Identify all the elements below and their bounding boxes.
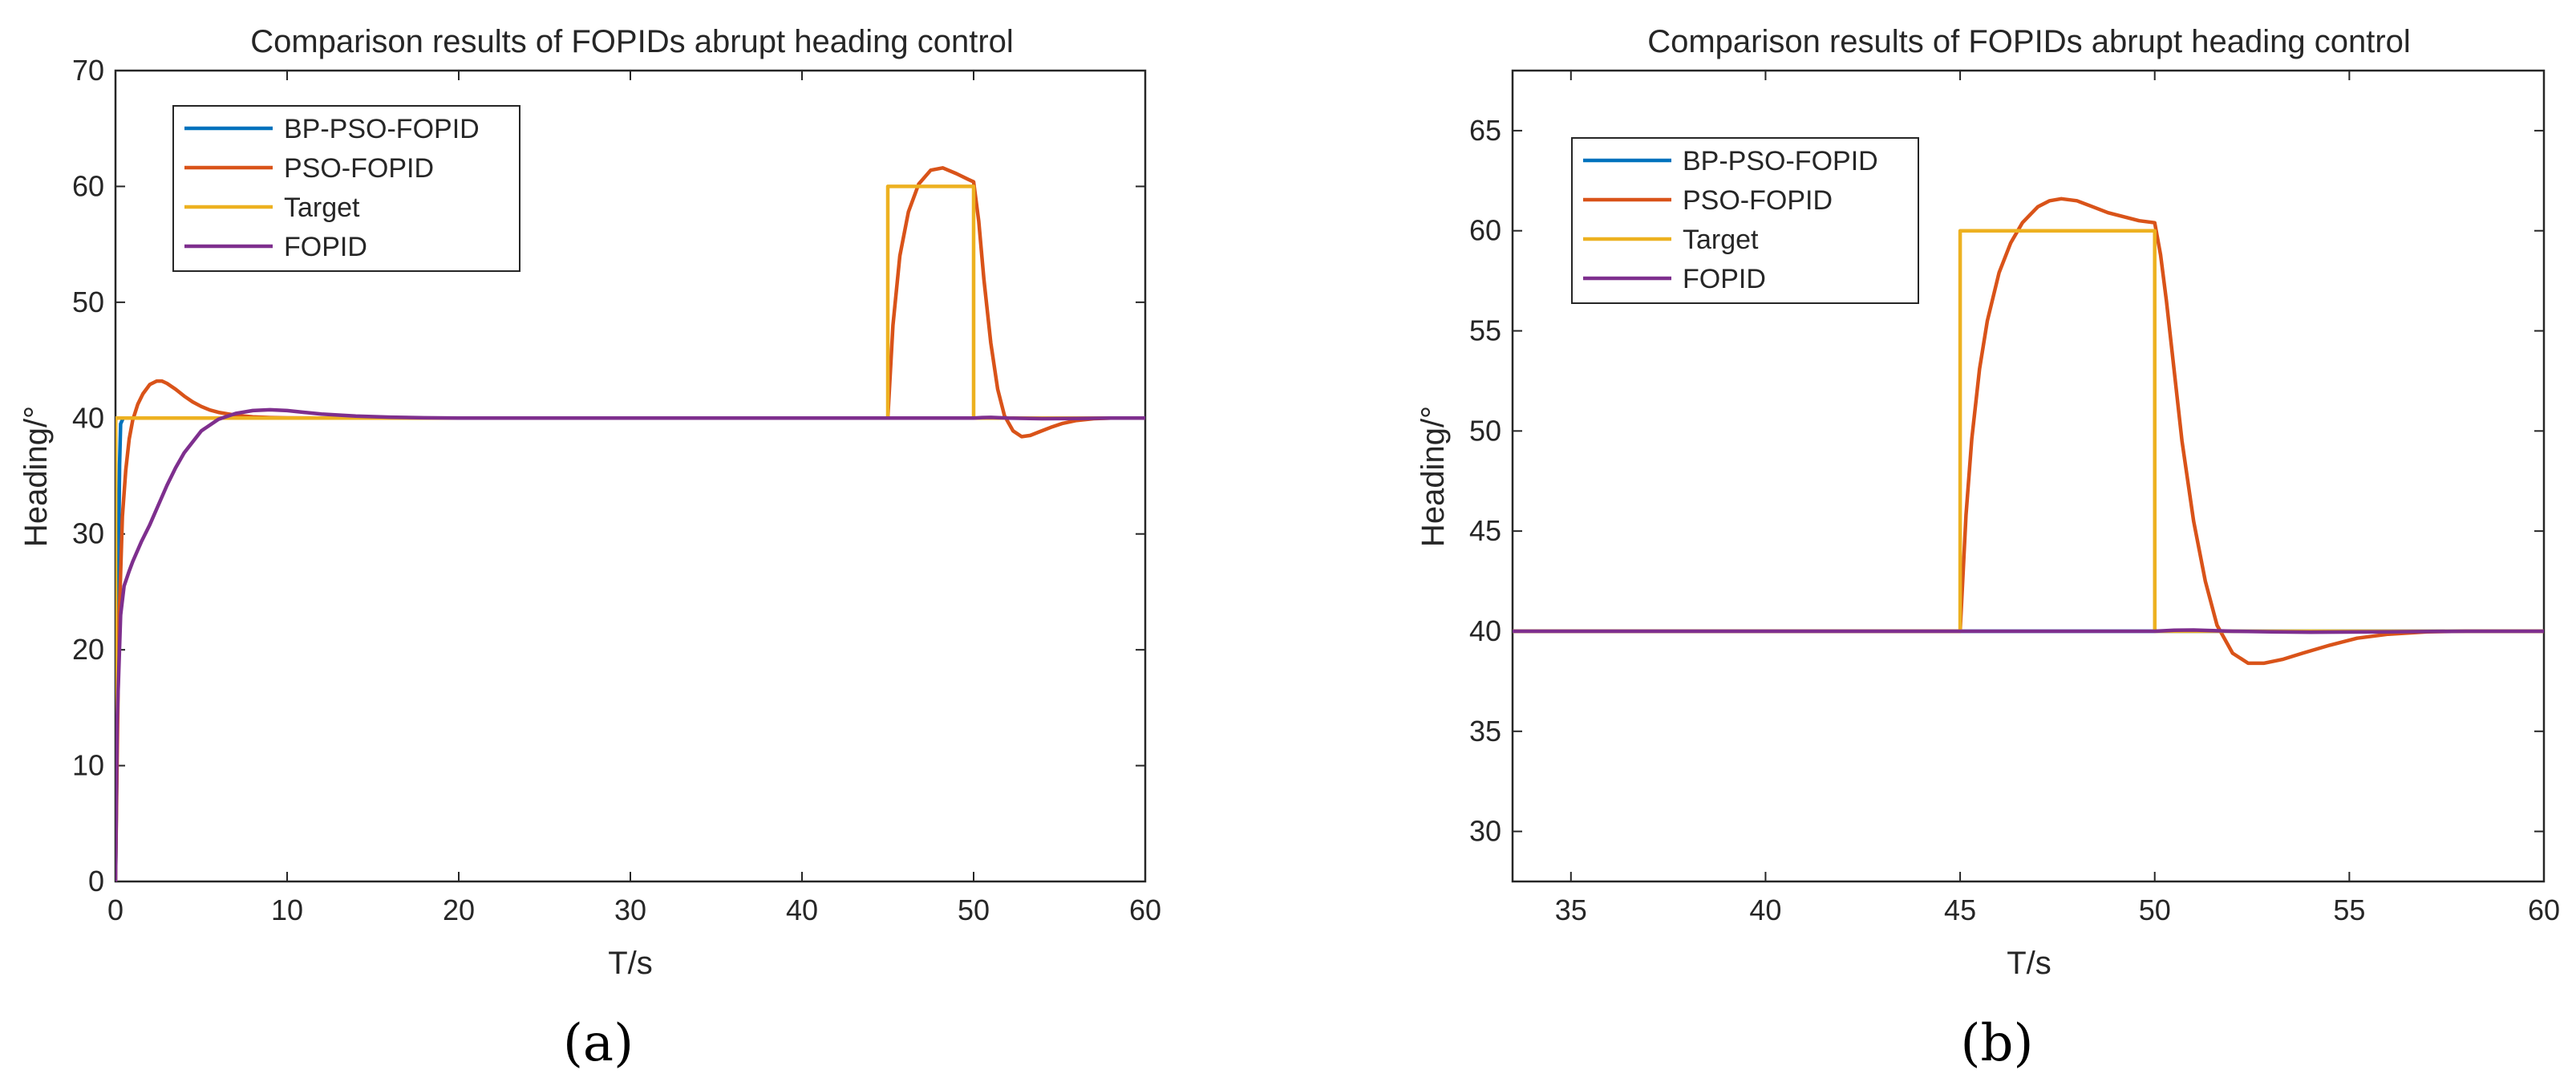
chart-a-ticks: 0 10 20 30 40 50 60 0 10 20 30 40 50 60 70 bbox=[72, 54, 1161, 926]
chart-a-title: Comparison results of FOPIDs abrupt head… bbox=[250, 24, 1014, 59]
chart-a-x-axis-label: T/s bbox=[608, 946, 653, 981]
chart-a-x-tick-label-40: 40 bbox=[786, 894, 818, 926]
chart-panel-a: Comparison results of FOPIDs abrupt head… bbox=[18, 24, 1161, 1073]
chart-a-legend-label-pso-fopid: PSO-FOPID bbox=[284, 153, 434, 184]
chart-a-y-tick-label-50: 50 bbox=[72, 286, 104, 318]
chart-b-y-tick-label-65: 65 bbox=[1469, 114, 1501, 147]
chart-b-y-tick-label-55: 55 bbox=[1469, 314, 1501, 347]
chart-a-x-tick-label-10: 10 bbox=[271, 894, 303, 926]
chart-a-y-tick-label-10: 10 bbox=[72, 749, 104, 782]
chart-a-y-tick-label-30: 30 bbox=[72, 517, 104, 550]
chart-a-legend-label-target: Target bbox=[284, 192, 360, 223]
chart-a-legend-label-bp-pso-fopid: BP-PSO-FOPID bbox=[284, 114, 480, 144]
chart-b-x-tick-label-55: 55 bbox=[2333, 894, 2365, 926]
chart-b-ticks: 35 40 45 50 55 60 30 35 40 45 50 55 60 65 bbox=[1469, 71, 2560, 926]
chart-b-y-tick-label-35: 35 bbox=[1469, 715, 1501, 748]
chart-b-y-tick-label-30: 30 bbox=[1469, 815, 1501, 848]
chart-a-legend-label-fopid: FOPID bbox=[284, 232, 367, 262]
chart-b-x-tick-label-50: 50 bbox=[2139, 894, 2171, 926]
chart-a-y-tick-label-70: 70 bbox=[72, 54, 104, 87]
chart-b-y-tick-label-45: 45 bbox=[1469, 514, 1501, 547]
chart-a-series bbox=[115, 166, 1145, 881]
chart-b-x-tick-label-35: 35 bbox=[1555, 894, 1587, 926]
chart-b-legend-label-bp-pso-fopid: BP-PSO-FOPID bbox=[1683, 146, 1878, 176]
chart-b-legend-label-pso-fopid: PSO-FOPID bbox=[1683, 185, 1833, 216]
chart-b-legend-label-target: Target bbox=[1683, 225, 1759, 255]
chart-a-x-tick-label-30: 30 bbox=[614, 894, 646, 926]
chart-b-y-axis-label: Heading/° bbox=[1416, 406, 1451, 547]
chart-b-legend-box bbox=[1571, 137, 1919, 304]
chart-b-x-axis-label: T/s bbox=[2007, 946, 2051, 981]
chart-a-y-tick-label-20: 20 bbox=[72, 633, 104, 666]
chart-a-legend-box bbox=[172, 105, 520, 272]
chart-b-title: Comparison results of FOPIDs abrupt head… bbox=[1647, 24, 2411, 59]
chart-a-y-tick-label-0: 0 bbox=[88, 865, 104, 898]
chart-a-legend: BP-PSO-FOPID PSO-FOPID Target FOPID bbox=[172, 105, 520, 272]
chart-b-y-tick-label-40: 40 bbox=[1469, 614, 1501, 647]
chart-a-panel-label: (a) bbox=[563, 1014, 634, 1073]
chart-b-legend-label-fopid: FOPID bbox=[1683, 264, 1766, 294]
chart-a-y-tick-label-60: 60 bbox=[72, 169, 104, 202]
chart-a-x-tick-label-20: 20 bbox=[443, 894, 475, 926]
chart-panel-b: Comparison results of FOPIDs abrupt head… bbox=[1416, 24, 2560, 1073]
chart-b-legend: BP-PSO-FOPID PSO-FOPID Target FOPID bbox=[1571, 137, 1919, 304]
chart-b-y-tick-label-50: 50 bbox=[1469, 414, 1501, 447]
chart-a-x-tick-label-50: 50 bbox=[958, 894, 990, 926]
chart-a-x-tick-label-60: 60 bbox=[1129, 894, 1161, 926]
chart-b-series bbox=[1513, 197, 2544, 666]
chart-b-x-tick-label-60: 60 bbox=[2528, 894, 2560, 926]
chart-b-y-tick-label-60: 60 bbox=[1469, 214, 1501, 247]
chart-b-x-tick-label-40: 40 bbox=[1749, 894, 1781, 926]
chart-b-x-tick-label-45: 45 bbox=[1944, 894, 1976, 926]
chart-a-series-fopid bbox=[115, 407, 1145, 881]
chart-a-y-axis-label: Heading/° bbox=[18, 406, 54, 547]
chart-b-panel-label: (b) bbox=[1961, 1014, 2034, 1073]
chart-b-series-pso-fopid bbox=[1513, 197, 2544, 666]
chart-a-y-tick-label-40: 40 bbox=[72, 401, 104, 434]
chart-a-x-tick-label-0: 0 bbox=[107, 894, 124, 926]
chart-b-series-fopid bbox=[1513, 628, 2544, 634]
